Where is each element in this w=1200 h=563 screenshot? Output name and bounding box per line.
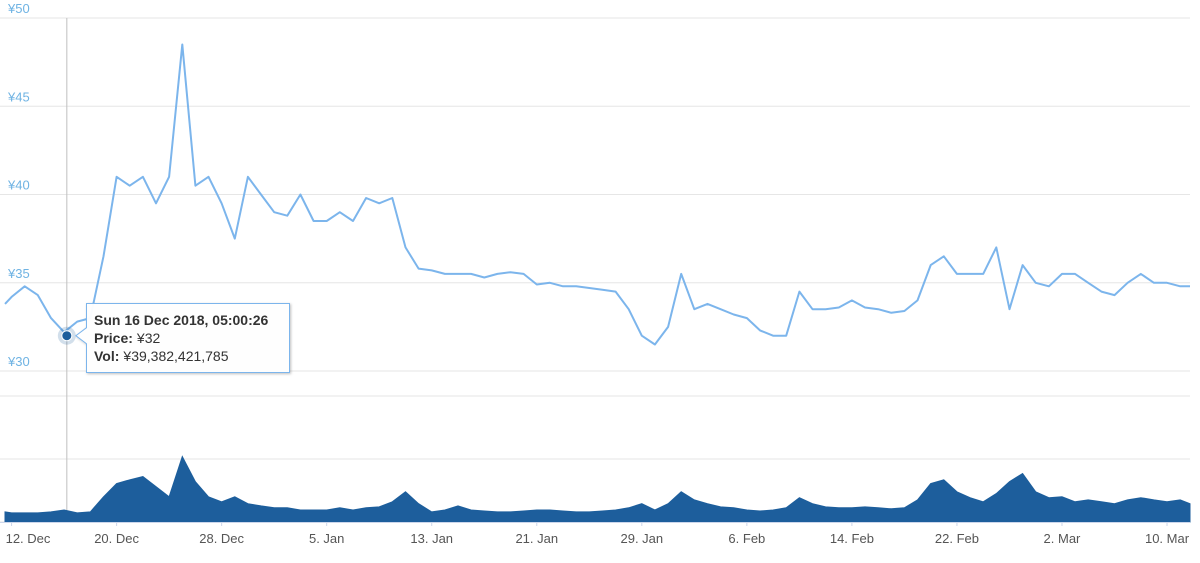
y-tick-label: ¥30: [7, 354, 30, 369]
x-tick-label: 10. Mar: [1145, 531, 1190, 546]
tooltip-vol-name: Vol:: [94, 348, 119, 364]
x-tick-label: 22. Feb: [935, 531, 979, 546]
x-tick-label: 28. Dec: [199, 531, 244, 546]
marker: [61, 330, 73, 342]
x-tick-label: 12. Dec: [6, 531, 51, 546]
tooltip-price-name: Price:: [94, 330, 133, 346]
tooltip-price-value: ¥32: [136, 330, 161, 346]
volume-area: [4, 455, 1191, 523]
tooltip-date: Sun 16 Dec 2018, 05:00:26: [94, 312, 269, 328]
tooltip-vol-value: ¥39,382,421,785: [122, 348, 228, 364]
x-tick-label: 5. Jan: [309, 531, 344, 546]
x-tick-label: 6. Feb: [728, 531, 765, 546]
tooltip-vol: Vol: ¥39,382,421,785: [94, 348, 229, 364]
x-tick-label: 14. Feb: [830, 531, 874, 546]
price-line: [4, 43, 1190, 346]
x-tick-label: 2. Mar: [1044, 531, 1082, 546]
y-tick-label: ¥35: [7, 266, 30, 281]
x-tick-label: 29. Jan: [620, 531, 663, 546]
x-tick-label: 13. Jan: [410, 531, 453, 546]
x-tick-label: 21. Jan: [515, 531, 558, 546]
y-tick-label: ¥45: [7, 89, 30, 104]
y-tick-label: ¥40: [7, 178, 30, 193]
y-tick-label: ¥50: [7, 1, 30, 16]
x-tick-label: 20. Dec: [94, 531, 139, 546]
tooltip-box: [74, 303, 290, 373]
tooltip-price: Price: ¥32: [94, 330, 160, 346]
